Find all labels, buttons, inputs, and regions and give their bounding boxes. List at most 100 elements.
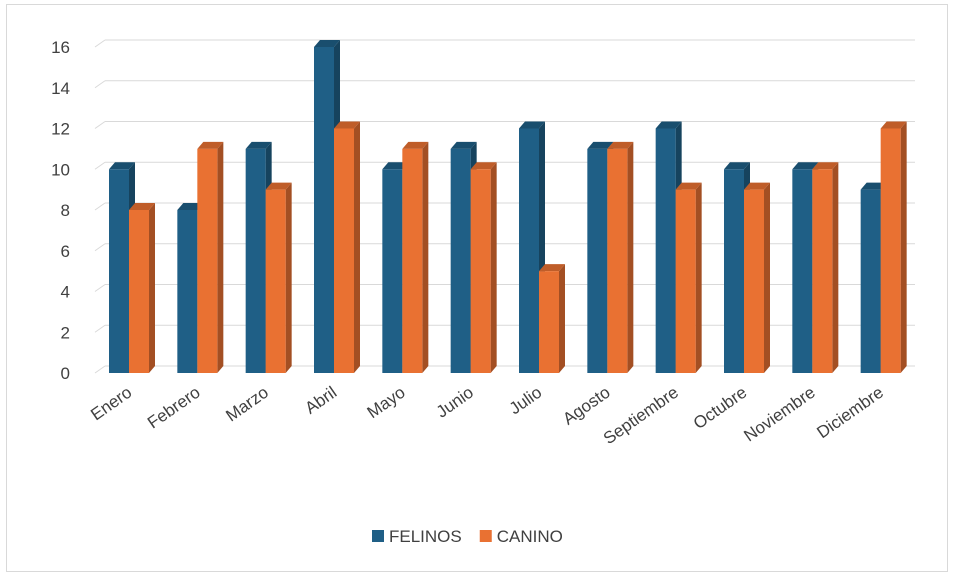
bar-side — [559, 264, 565, 373]
bar-front — [587, 148, 608, 373]
x-tick-label: Septiembre — [600, 383, 682, 448]
bar-front — [880, 128, 901, 373]
gridlines — [94, 39, 915, 374]
bar-front — [744, 189, 764, 373]
bar-front — [109, 169, 129, 373]
y-tick-label: 12 — [51, 120, 70, 139]
bar-top — [245, 141, 272, 149]
bar-front — [450, 148, 471, 373]
x-tick-label: Enero — [87, 383, 135, 425]
bar-top — [587, 141, 614, 149]
bar-side — [149, 203, 155, 373]
bars — [109, 40, 907, 373]
gridline-depth — [94, 365, 106, 374]
gridline-depth — [94, 202, 106, 211]
bar-top — [655, 121, 682, 129]
gridline-depth — [94, 324, 106, 333]
bar-front — [519, 128, 539, 373]
gridline-depth — [94, 284, 106, 292]
legend-label-felinos: FELINOS — [389, 527, 462, 546]
x-tick-label: Marzo — [222, 383, 272, 426]
legend-swatch-canino — [479, 530, 492, 542]
bar-front — [129, 210, 149, 373]
bar-top — [450, 141, 477, 149]
bar-canino-marzo — [265, 182, 292, 373]
bar-top — [382, 162, 409, 170]
bar-top — [607, 141, 634, 149]
bar-front — [470, 169, 491, 373]
bar-front — [860, 189, 881, 373]
x-tick-label: Junio — [433, 383, 477, 422]
bar-canino-septiembre — [675, 182, 702, 373]
bar-canino-noviembre — [812, 162, 839, 373]
bar-canino-junio — [470, 162, 497, 373]
y-tick-label: 0 — [61, 364, 70, 383]
bar-top — [177, 203, 204, 210]
gridline-depth — [94, 161, 106, 170]
bar-side — [422, 141, 429, 373]
bar-canino-octubre — [744, 182, 770, 373]
legend: FELINOS CANINO — [372, 527, 563, 546]
bar-canino-abril — [334, 121, 360, 373]
bar-front — [812, 169, 833, 373]
legend-label-canino: CANINO — [497, 527, 563, 546]
bar-top — [744, 182, 770, 190]
y-tick-label: 4 — [61, 283, 70, 302]
bar-front — [792, 169, 813, 373]
bar-front — [334, 128, 354, 373]
y-tick-label: 16 — [51, 38, 70, 57]
bar-front — [402, 148, 423, 373]
bar-top — [314, 40, 340, 47]
y-tick-label: 10 — [51, 160, 70, 179]
bar-canino-mayo — [402, 141, 429, 373]
bar-front — [382, 169, 403, 373]
x-tick-label: Diciembre — [813, 383, 887, 442]
bar-top — [860, 182, 887, 190]
gridline-depth — [94, 39, 106, 48]
bar-front — [197, 148, 218, 373]
bar-canino-febrero — [197, 141, 224, 373]
bar-canino-agosto — [607, 141, 634, 373]
gridline-depth — [94, 80, 106, 89]
bar-side — [900, 121, 907, 373]
bar-side — [490, 162, 497, 373]
x-tick-label: Octubre — [690, 383, 750, 433]
bar-top — [265, 182, 292, 190]
bar-side — [764, 182, 770, 373]
bar-top — [675, 182, 702, 190]
y-tick-label: 14 — [51, 79, 70, 98]
bar-top — [539, 264, 565, 272]
bar-top — [197, 141, 224, 149]
bar-front — [245, 148, 266, 373]
x-tick-label: Noviembre — [740, 383, 818, 446]
bar-top — [109, 162, 135, 170]
bar-side — [217, 141, 224, 373]
x-tick-label: Abril — [302, 383, 341, 418]
bar-side — [627, 141, 634, 373]
bar-top — [812, 162, 839, 170]
bar-front — [675, 189, 696, 373]
bar-canino-enero — [129, 203, 155, 373]
y-tick-label: 2 — [61, 323, 70, 342]
y-tick-label: 6 — [61, 242, 70, 261]
x-tick-label: Agosto — [559, 383, 613, 429]
bar-front — [265, 189, 286, 373]
y-tick-label: 8 — [61, 201, 70, 220]
bar-top — [402, 141, 429, 149]
bar-canino-diciembre — [880, 121, 907, 373]
bar-top — [470, 162, 497, 170]
x-tick-label: Febrero — [144, 383, 204, 433]
bar-top — [880, 121, 907, 129]
bar-front — [314, 47, 334, 373]
bar-top — [724, 162, 750, 170]
x-tick-label: Mayo — [364, 383, 409, 422]
bar-top — [334, 121, 360, 129]
bar-side — [695, 182, 702, 373]
bar-top — [792, 162, 819, 170]
bar-front — [724, 169, 744, 373]
bar-canino-julio — [539, 264, 565, 373]
x-axis-ticks: Enero Febrero Marzo Abril Mayo Junio Julio Agos… — [87, 383, 887, 448]
bar-top — [519, 121, 545, 129]
y-axis-ticks: 0 2 4 6 8 10 12 14 16 — [51, 38, 70, 383]
